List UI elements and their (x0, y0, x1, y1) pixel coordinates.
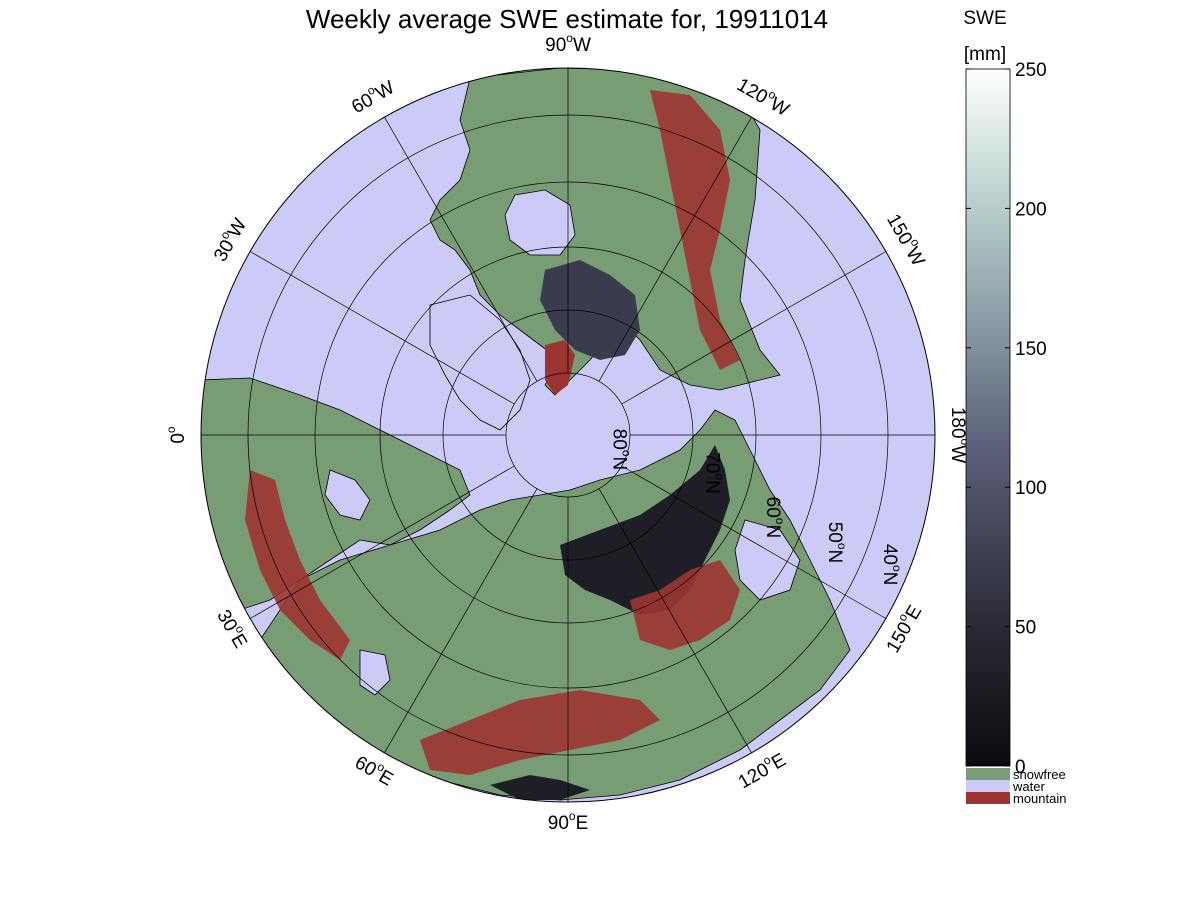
label-lon-30w: 30oW (207, 213, 251, 265)
label-lon-0: 0o (164, 426, 189, 444)
snow-canada-arctic (540, 260, 640, 360)
colorbar-gradient (965, 68, 1011, 767)
label-lat-60n: 60oN (762, 497, 787, 539)
colorbar-tick-label: 150 (1015, 339, 1047, 360)
map-border (200, 67, 936, 803)
category-label-mountain: mountain (1013, 791, 1066, 806)
category-swatch-mountain (966, 792, 1010, 804)
polar-map: 90oW120oW150oW180oW150oE120oE90oE60oE30o… (164, 31, 972, 834)
mountain-rockies (650, 90, 740, 370)
colorbar-title-line2: [mm] (964, 44, 1006, 65)
map-title: Weekly average SWE estimate for, 1991101… (306, 4, 828, 34)
colorbar-title-line1: SWE (963, 8, 1006, 29)
snow-tibet (490, 775, 590, 800)
label-lat-40n: 40oN (879, 544, 904, 586)
colorbar-ticks: 0 50 100 150 200 250 (966, 60, 1047, 778)
colorbar-tick-label: 250 (1015, 60, 1047, 81)
water-caspian (359, 649, 391, 696)
meridian-line (249, 465, 515, 619)
mountain-alps (245, 470, 350, 660)
category-swatch-snowfree (966, 768, 1010, 780)
colorbar-tick-label: 50 (1015, 618, 1036, 639)
meridian-line (384, 116, 538, 382)
colorbar-tick-label: 0 (1015, 757, 1026, 778)
meridian-line (598, 116, 752, 382)
land-greenland (429, 294, 531, 431)
meridian-line (598, 488, 752, 754)
label-lat-50n: 50oN (824, 522, 849, 564)
water-hudson-bay (504, 189, 576, 256)
mountain-east-siberia (630, 560, 740, 650)
label-lon-180w: 180oW (947, 407, 972, 463)
label-lon-90w: 90oW (545, 31, 591, 56)
label-lon-60w: 60oW (346, 74, 398, 118)
water-okhotsk (734, 519, 801, 601)
category-swatch-water (966, 780, 1010, 792)
category-label-water: water (1012, 779, 1045, 794)
mountain-ellesmere (545, 340, 575, 395)
meridian-line (249, 251, 515, 405)
meridian-line (621, 465, 887, 619)
colorbar-tick-label: 200 (1015, 199, 1047, 220)
category-label-snowfree: snowfree (1013, 767, 1066, 782)
label-lat-80n: 80oN (608, 429, 633, 471)
meridian-line (621, 251, 887, 405)
mountain-himalaya (420, 690, 660, 775)
water-baltic (324, 469, 371, 521)
meridian-line (384, 488, 538, 754)
land-layer (201, 68, 851, 801)
graticule (201, 68, 935, 802)
colorbar-tick-label: 100 (1015, 478, 1047, 499)
label-lon-90e: 90oE (548, 809, 589, 834)
label-lat-70n: 70oN (702, 452, 727, 494)
colorbar: SWE [mm] 0 50 100 150 200 250 snowfreewatermo… (963, 8, 1066, 806)
